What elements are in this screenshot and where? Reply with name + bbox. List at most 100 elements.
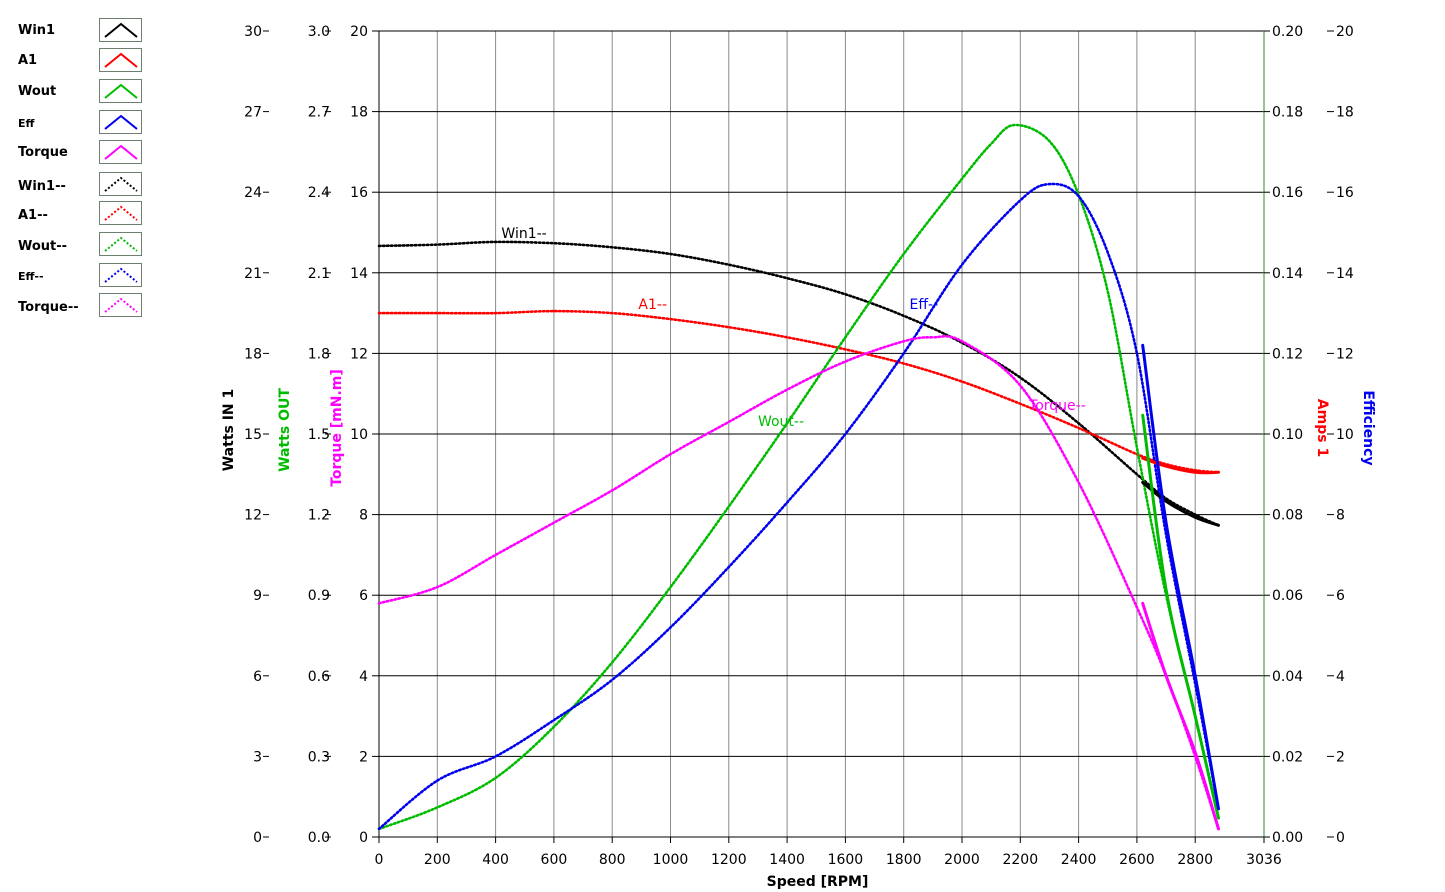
y-tick-label: 15: [244, 427, 262, 443]
y-tick-label: 18: [350, 105, 368, 121]
legend-label: Eff--: [18, 270, 44, 283]
legend-item-eff-dotted: Eff--: [0, 263, 160, 289]
legend-swatch: [99, 79, 142, 103]
y-tick-label: 12: [244, 508, 262, 524]
x-tick-label: 1000: [653, 852, 689, 868]
x-tick-label: 600: [541, 852, 568, 868]
legend-swatch: [99, 110, 142, 134]
x-tick-label: 2000: [944, 852, 980, 868]
x-tick-label: 3036: [1246, 852, 1282, 868]
y-axis-efficiency: 0 2 4 6 8 10 12 14 16 18 20 Efficiency: [1327, 24, 1376, 846]
legend-swatch: [99, 172, 142, 196]
series-line-wout-solid: [1141, 413, 1220, 820]
x-tick-label: 1600: [828, 852, 864, 868]
legend-item-torque-dotted: Torque--: [0, 293, 160, 319]
x-tick-label: 1400: [769, 852, 805, 868]
legend-swatch: [99, 140, 142, 164]
y-tick-label: 3: [253, 749, 262, 765]
legend-label: Eff: [18, 117, 35, 130]
y-tick-label: 4: [1336, 669, 1345, 685]
legend-label: Torque--: [18, 300, 79, 315]
y-tick-label: 0: [253, 830, 262, 846]
legend-swatch: [99, 48, 142, 72]
x-tick-label: 400: [482, 852, 509, 868]
y-tick-label: 0.08: [1272, 508, 1303, 524]
y-tick-label: 18: [244, 346, 262, 362]
legend-label: A1: [18, 53, 38, 68]
x-tick-label: 2200: [1002, 852, 1038, 868]
y-tick-label: 6: [1336, 588, 1345, 604]
y-axis-title-amps: Amps 1: [1314, 399, 1330, 457]
y-tick-label: 21: [244, 266, 262, 282]
y-axis-title-watts-in: Watts IN 1: [221, 389, 237, 472]
series-group: [377, 123, 1220, 831]
y-tick-label: 16: [350, 185, 368, 201]
y-tick-label: 12: [350, 346, 368, 362]
y-tick-label: 0.3: [308, 749, 330, 765]
annotation-label: Eff--: [910, 297, 939, 313]
x-tick-label: 800: [599, 852, 626, 868]
y-axis-amps: 0.00 0.02 0.04 0.06 0.08 0.10 0.12 0.14 0.16 0.18…: [1264, 24, 1330, 846]
legend-label: Torque: [18, 145, 68, 160]
y-tick-label: 0.0: [308, 830, 330, 846]
y-tick-label: 20: [1336, 24, 1354, 40]
legend-swatch: [99, 201, 142, 225]
series-line-wout-dotted: [377, 123, 1220, 831]
annotation-label: Win1--: [501, 226, 546, 242]
series-line-win1-dotted: [377, 240, 1220, 527]
x-tick-label: 2400: [1061, 852, 1097, 868]
y-tick-label: 0.18: [1272, 105, 1303, 121]
y-tick-label: 27: [244, 105, 262, 121]
legend-item-wout: Wout: [0, 79, 160, 105]
y-tick-label: 2: [1336, 749, 1345, 765]
y-tick-label: 0.10: [1272, 427, 1303, 443]
x-tick-label: 2800: [1177, 852, 1213, 868]
y-tick-label: 0.06: [1272, 588, 1303, 604]
y-tick-label: 0.02: [1272, 749, 1303, 765]
y-tick-label: 10: [1336, 427, 1354, 443]
y-tick-label: 0.00: [1272, 830, 1303, 846]
y-tick-label: 10: [350, 427, 368, 443]
y-tick-label: 1.2: [308, 508, 330, 524]
y-tick-label: 8: [1336, 508, 1345, 524]
legend-item-eff: Eff: [0, 110, 160, 136]
legend-swatch: [99, 232, 142, 256]
y-tick-label: 18: [1336, 105, 1354, 121]
legend-swatch: [99, 263, 142, 287]
y-axis-watts-in: 0 3 6 9 12 15 18 21 24 27 30 Watts IN 1: [221, 24, 269, 846]
y-tick-label: 6: [253, 669, 262, 685]
y-tick-label: 0.20: [1272, 24, 1303, 40]
legend-item-wout-dotted: Wout--: [0, 232, 160, 258]
y-tick-label: 0.04: [1272, 669, 1303, 685]
x-tick-label: 0: [375, 852, 384, 868]
y-axis-title-watts-out: Watts OUT: [277, 388, 293, 472]
x-tick-label: 200: [424, 852, 451, 868]
y-tick-label: 0.6: [308, 669, 330, 685]
annotation-label: Wout--: [758, 414, 804, 430]
y-tick-label: 14: [350, 266, 368, 282]
y-tick-label: 2.4: [308, 185, 330, 201]
grid: [379, 31, 1264, 837]
y-tick-label: 3.0: [308, 24, 330, 40]
x-tick-label: 1800: [886, 852, 922, 868]
series-line-eff-solid: [1141, 343, 1220, 811]
y-tick-label: 0: [1336, 830, 1345, 846]
y-tick-label: 8: [359, 508, 368, 524]
y-axis-watts-out: 0.0 0.3 0.6 0.9 1.2 1.5 1.8 2.1 2.4 2.7 3.0 Watts O…: [277, 24, 331, 846]
x-tick-label: 1200: [711, 852, 747, 868]
y-tick-label: 0: [359, 830, 368, 846]
annotations: Win1-- A1-- Wout-- Eff-- Torque--: [501, 226, 1085, 430]
series-line-torque-dotted: [377, 335, 1220, 831]
annotation-label: A1--: [638, 297, 667, 313]
y-tick-label: 2: [359, 749, 368, 765]
legend: Win1 A1 Wout Eff Torque Win1-- A1-- Wout-- Eff--…: [0, 0, 160, 330]
series-line-torque-solid: [1141, 601, 1220, 831]
y-tick-label: 0.14: [1272, 266, 1303, 282]
series-line-a1-solid: [1141, 456, 1220, 475]
legend-item-torque: Torque: [0, 140, 160, 166]
annotation-label: Torque--: [1028, 398, 1086, 414]
legend-item-win1: Win1: [0, 18, 160, 44]
legend-item-a1: A1: [0, 48, 160, 74]
legend-label: Win1: [18, 23, 56, 38]
